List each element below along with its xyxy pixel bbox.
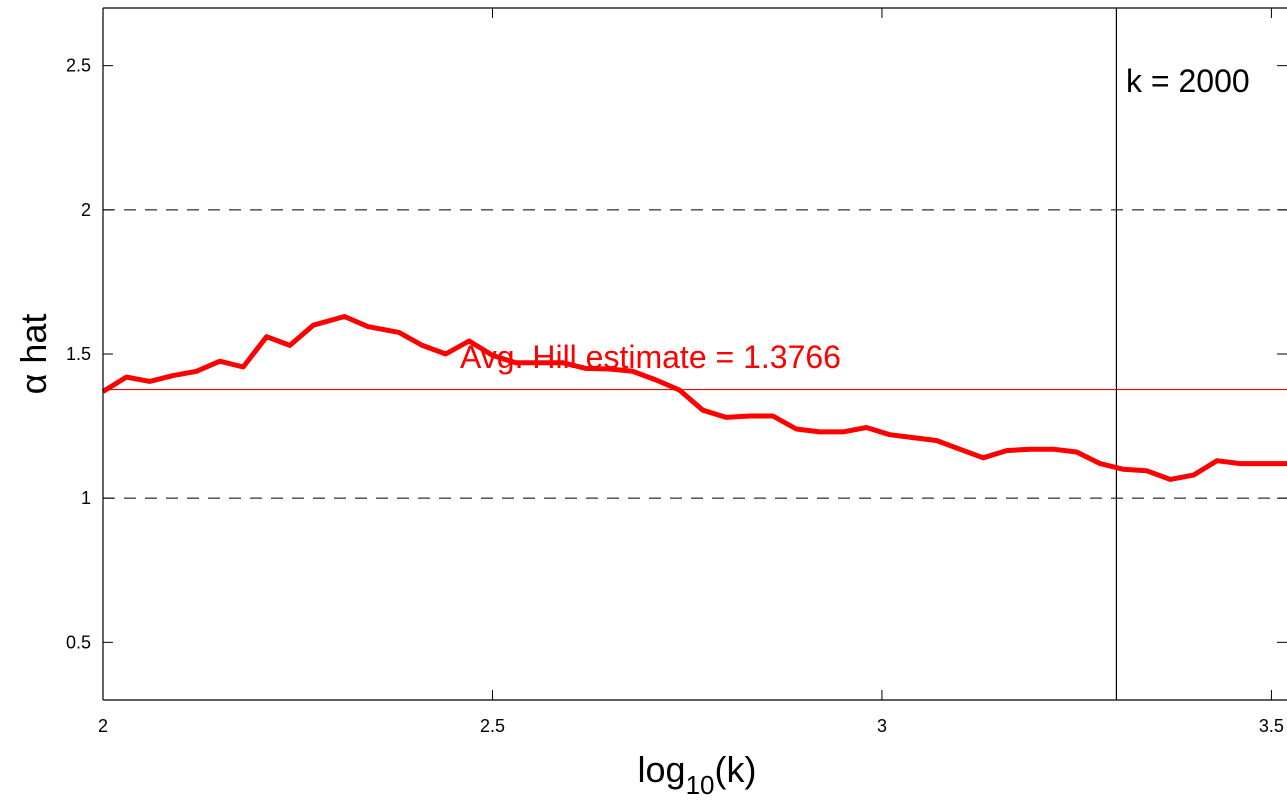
y-axis-label: α hat xyxy=(13,314,54,395)
x-tick-label: 3.5 xyxy=(1259,716,1284,736)
axis-ticks: 2 2.5 3 3.5 0.5 1 1.5 2 2.5 xyxy=(66,8,1287,736)
y-tick-label: 2 xyxy=(81,200,91,220)
x-tick-label: 2.5 xyxy=(480,716,505,736)
reference-lines xyxy=(103,8,1287,700)
y-tick-label: 2.5 xyxy=(66,56,91,76)
hill-estimate-series-line xyxy=(101,314,1287,482)
y-tick-label: 1 xyxy=(81,488,91,508)
series-layer xyxy=(101,314,1287,482)
x-tick-label: 2 xyxy=(98,716,108,736)
x-tick-label: 3 xyxy=(877,716,887,736)
x-axis-label: log10(k) xyxy=(638,749,757,800)
avg-hill-estimate-label: Avg. Hill estimate = 1.3766 xyxy=(460,339,841,375)
x-axis-label-suffix: (k) xyxy=(714,749,756,790)
k-threshold-label: k = 2000 xyxy=(1126,63,1250,99)
y-tick-label: 1.5 xyxy=(66,344,91,364)
y-tick-label: 0.5 xyxy=(66,632,91,652)
x-axis-label-main: log xyxy=(638,749,686,790)
x-axis-label-subscript: 10 xyxy=(686,770,715,800)
